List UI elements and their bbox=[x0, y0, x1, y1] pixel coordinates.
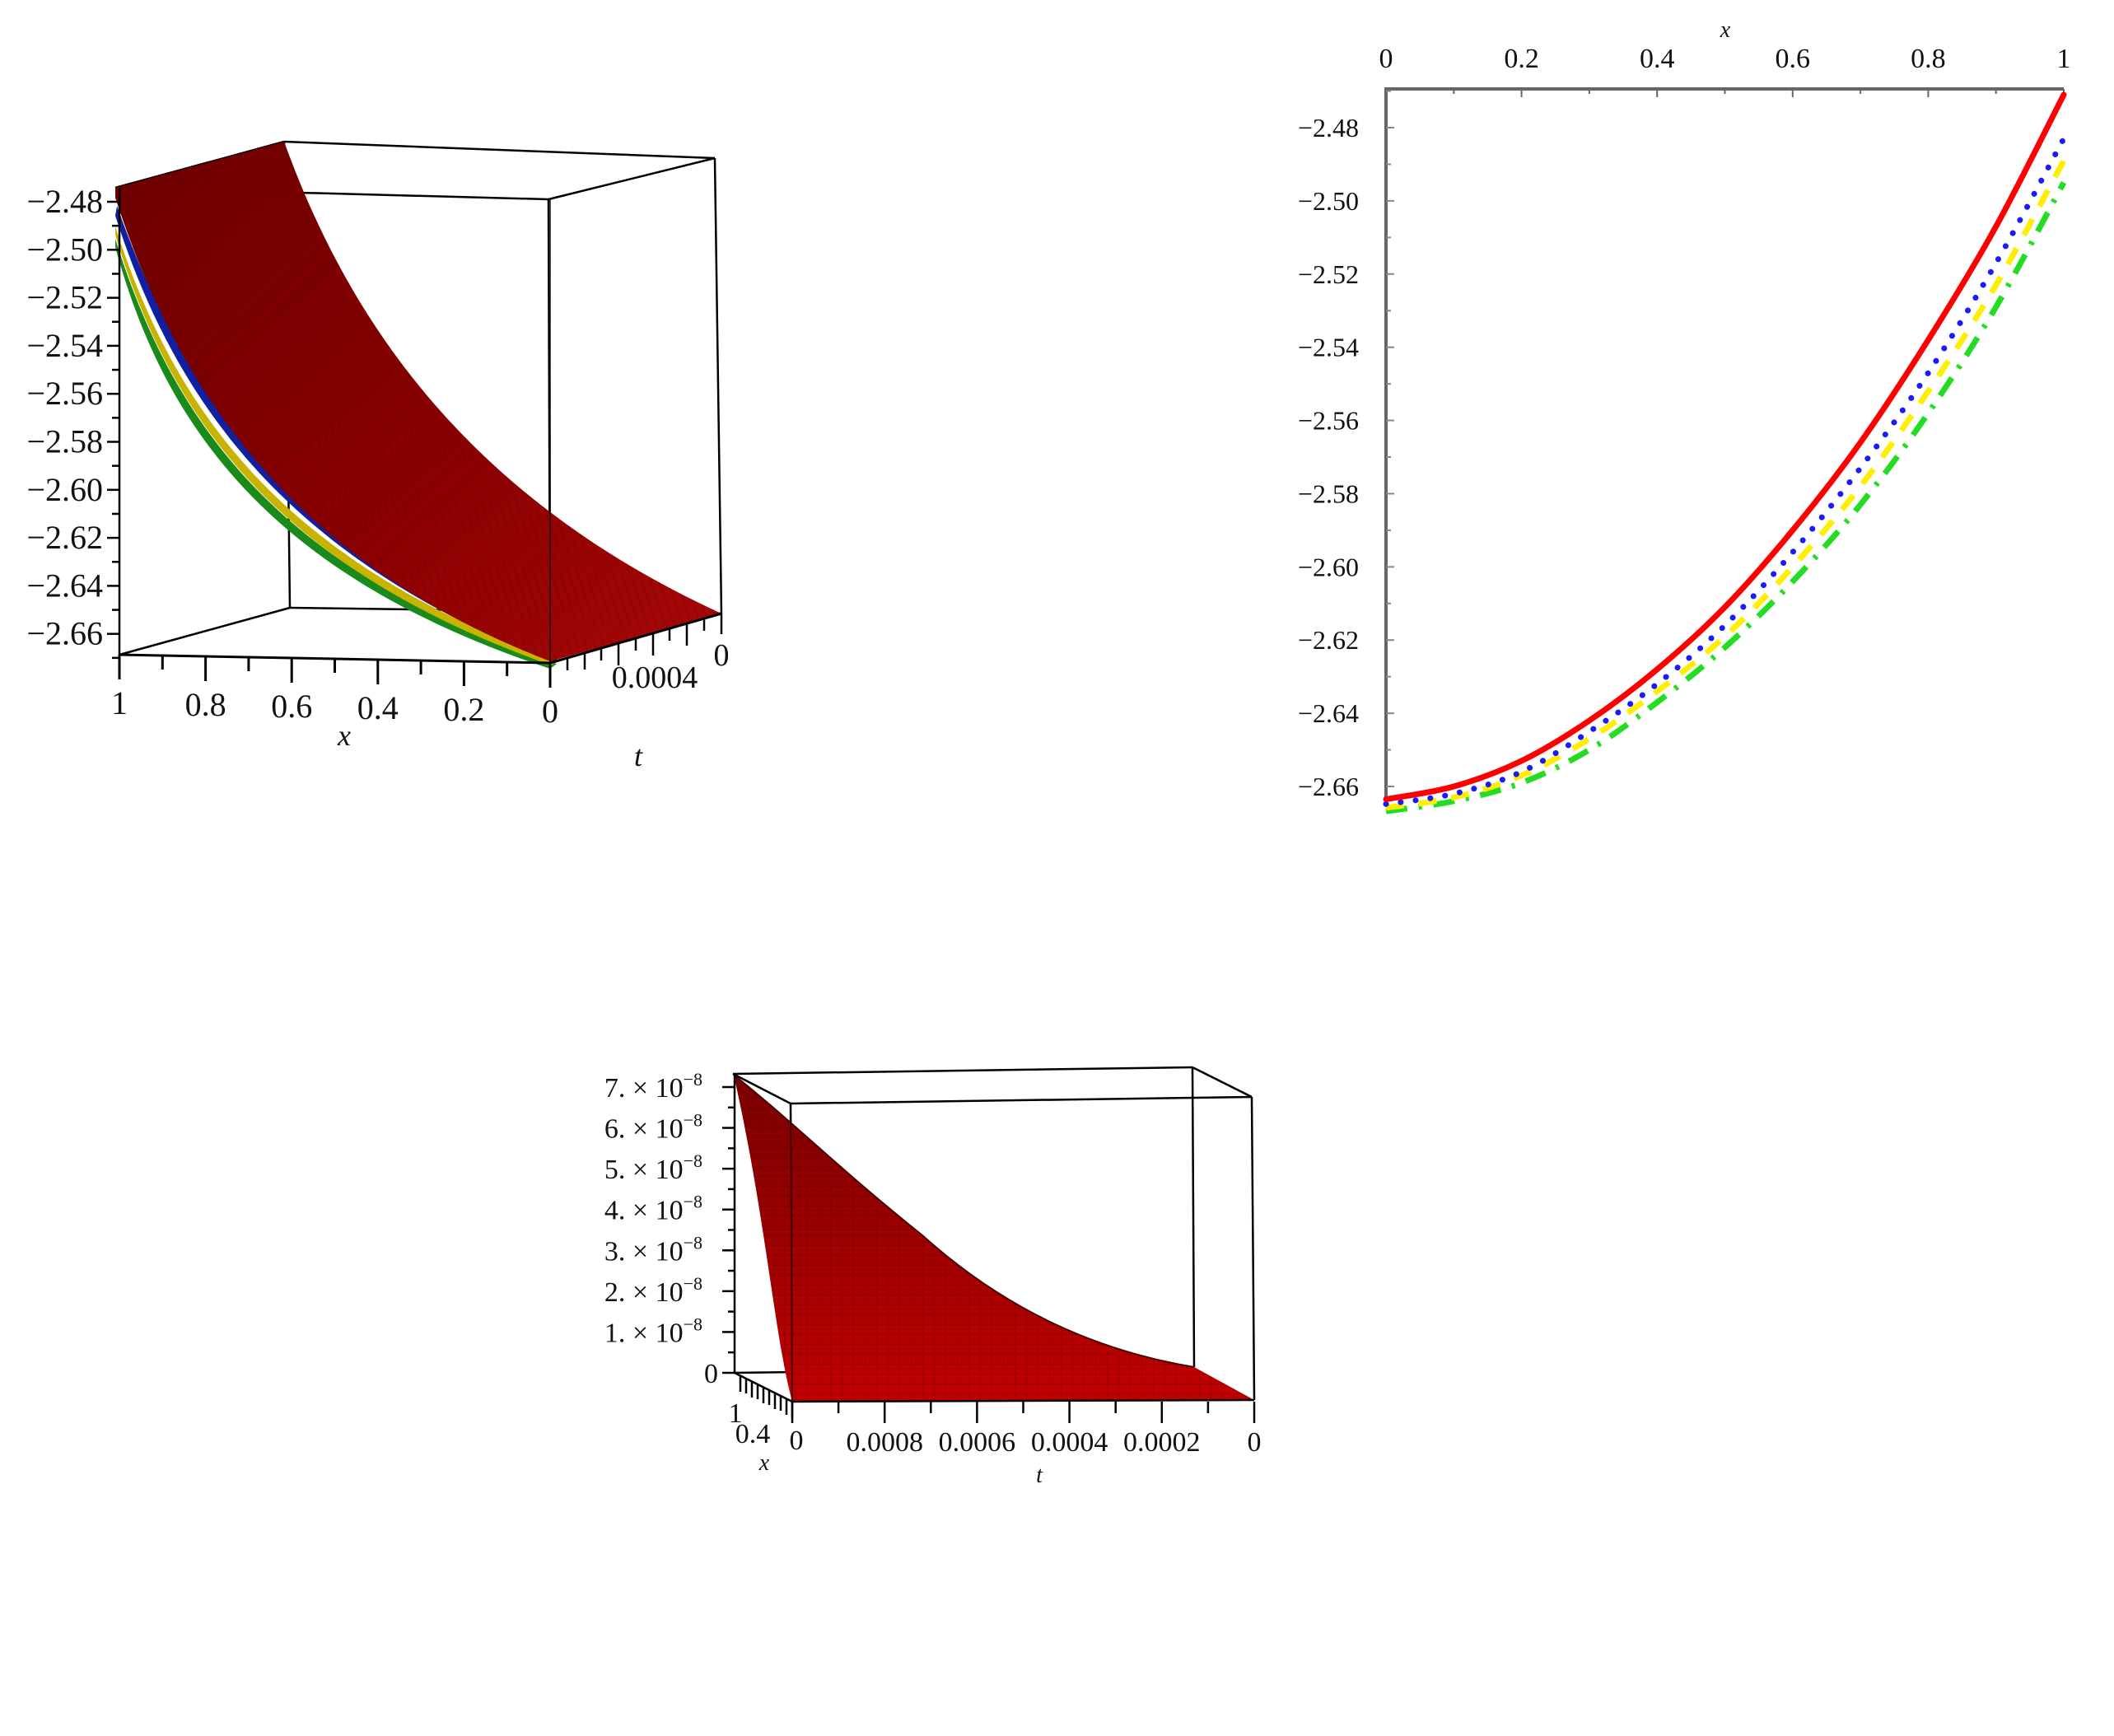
t-tick-0.0004: 0.0004 bbox=[612, 660, 698, 695]
top-left-3d-plot: −2.48 −2.50 −2.52 −2.54 −2.56 −2.58 −2.60 −2.62… bbox=[0, 0, 782, 824]
t-axis-title: t bbox=[634, 740, 643, 772]
z-tick-label: 2. × 10−8 bbox=[604, 1273, 702, 1308]
t-axis-ticks bbox=[791, 1402, 1256, 1423]
surface-mesh bbox=[115, 142, 721, 661]
z-tick-label: −2.58 bbox=[26, 423, 103, 460]
y-tick-label: −2.58 bbox=[1298, 478, 1359, 508]
x-tick-label: 0.8 bbox=[1911, 44, 1946, 74]
z-tick-label: 5. × 10−8 bbox=[604, 1150, 702, 1185]
z-tick-label: 6. × 10−8 bbox=[604, 1110, 702, 1145]
x-tick-label: 1 bbox=[111, 684, 128, 721]
z-tick-label: −2.56 bbox=[26, 375, 103, 412]
x-tick-0: 0 bbox=[790, 1426, 804, 1456]
bottom-3d-plot: 7. × 10−8 6. × 10−8 5. × 10−8 4. × 10−8 3. ×… bbox=[535, 1054, 1318, 1732]
y-tick-label: −2.62 bbox=[1298, 625, 1359, 655]
t-axis bbox=[791, 1398, 1255, 1403]
z-tick-label: 1. × 10−8 bbox=[604, 1314, 702, 1348]
x-tick-0.4: 0.4 bbox=[735, 1419, 771, 1449]
y-tick-label: −2.52 bbox=[1298, 259, 1359, 289]
z-tick-label: −2.52 bbox=[26, 279, 103, 316]
t-tick-label: 0.0006 bbox=[939, 1427, 1016, 1458]
t-axis-title: t bbox=[1036, 1463, 1043, 1488]
x-tick-label: 0 bbox=[1379, 44, 1393, 74]
series-dotted bbox=[1383, 135, 2067, 807]
y-tick-label: −2.50 bbox=[1298, 186, 1359, 216]
y-tick-label: −2.64 bbox=[1298, 698, 1359, 728]
top-left-3d-canvas: −2.48 −2.50 −2.52 −2.54 −2.56 −2.58 −2.60 −2.62… bbox=[26, 140, 730, 772]
y-tick-label: −2.66 bbox=[1298, 772, 1359, 801]
y-axis-labels: −2.48 −2.50 −2.52 −2.54 −2.56 −2.58 −2.60 −2.62… bbox=[1298, 113, 1359, 801]
y-tick-label: −2.54 bbox=[1298, 333, 1359, 362]
x-tick-label: 0.2 bbox=[1504, 44, 1539, 74]
series-group bbox=[1383, 91, 2067, 814]
series-solid bbox=[1383, 91, 2067, 803]
t-tick-label: 0.0002 bbox=[1123, 1427, 1201, 1458]
t-tick-label: 0.0004 bbox=[1031, 1427, 1108, 1458]
z-tick-label: 3. × 10−8 bbox=[604, 1232, 702, 1267]
z-tick-label: −2.64 bbox=[26, 567, 103, 604]
t-tick-label: 0.0008 bbox=[846, 1427, 923, 1458]
z-tick-label: 0 bbox=[704, 1359, 718, 1389]
x-tick-label: 0.4 bbox=[1640, 44, 1675, 74]
y-axis-ticks bbox=[1386, 90, 1394, 787]
x-axis-labels: 0 0.2 0.4 0.6 0.8 1 bbox=[1379, 44, 2071, 74]
z-tick-label: −2.62 bbox=[26, 519, 103, 556]
z-axis-ticks bbox=[107, 200, 119, 660]
front-edge bbox=[790, 1103, 793, 1402]
error-surface-mesh bbox=[735, 1076, 1254, 1402]
y-tick-label: −2.48 bbox=[1298, 113, 1359, 142]
series-dash-dot bbox=[1385, 180, 2067, 814]
z-tick-label: 4. × 10−8 bbox=[604, 1192, 702, 1226]
x-axis-labels: 1 0.8 0.6 0.4 0.2 0 bbox=[111, 684, 558, 730]
x-axis-ticks bbox=[1385, 89, 2065, 97]
y-tick-label: −2.60 bbox=[1298, 552, 1359, 581]
x-tick-label: 0.4 bbox=[357, 689, 399, 726]
series-dashed bbox=[1385, 159, 2067, 811]
z-axis-labels: −2.48 −2.50 −2.52 −2.54 −2.56 −2.58 −2.60 −2.62… bbox=[26, 183, 103, 652]
z-tick-label: −2.50 bbox=[26, 231, 103, 268]
z-tick-label: −2.54 bbox=[26, 327, 103, 364]
x-axis-title: x bbox=[337, 719, 351, 752]
z-tick-label: 7. × 10−8 bbox=[604, 1069, 702, 1104]
line-chart-canvas: 0 0.2 0.4 0.6 0.8 1 x −2.48−2.50−2.52−2.54−2.… bbox=[1298, 17, 2071, 814]
x-tick-1: 1 bbox=[729, 1398, 743, 1429]
x-tick-label: 0 bbox=[542, 693, 558, 730]
t-tick-0: 0 bbox=[714, 638, 730, 673]
z-tick-label: −2.66 bbox=[26, 615, 103, 652]
x-axis-title: x bbox=[758, 1450, 770, 1476]
top-right-line-chart: 0 0.2 0.4 0.6 0.8 1 x −2.48 −2.50 −2.52 −2.54 −2.… bbox=[1276, 0, 2114, 840]
x-tick-label: 0.6 bbox=[1776, 44, 1811, 74]
x-axis-title: x bbox=[1720, 17, 1731, 43]
surface-ridge bbox=[734, 1075, 1195, 1368]
t-tick-label: 0 bbox=[1248, 1427, 1262, 1458]
t-axis-labels: 0.0008 0.0006 0.0004 0.0002 0 bbox=[846, 1427, 1261, 1458]
z-axis-ticks bbox=[722, 1085, 735, 1374]
x-tick-label: 0.2 bbox=[443, 691, 484, 728]
y-tick-label: −2.56 bbox=[1298, 406, 1359, 436]
bottom-3d-canvas: 7. × 10−8 6. × 10−8 5. × 10−8 4. × 10−8 3. ×… bbox=[604, 1066, 1262, 1488]
x-tick-label: 1 bbox=[2057, 44, 2071, 74]
z-tick-label: −2.60 bbox=[26, 471, 103, 508]
z-tick-label: −2.48 bbox=[26, 183, 103, 220]
x-axis-ticks bbox=[118, 655, 552, 688]
x-tick-label: 0.8 bbox=[185, 686, 226, 723]
t-axis-ticks bbox=[566, 614, 723, 670]
x-tick-label: 0.6 bbox=[271, 688, 312, 725]
z-axis-labels: 7. × 10−8 6. × 10−8 5. × 10−8 4. × 10−8 3. ×… bbox=[604, 1069, 718, 1389]
